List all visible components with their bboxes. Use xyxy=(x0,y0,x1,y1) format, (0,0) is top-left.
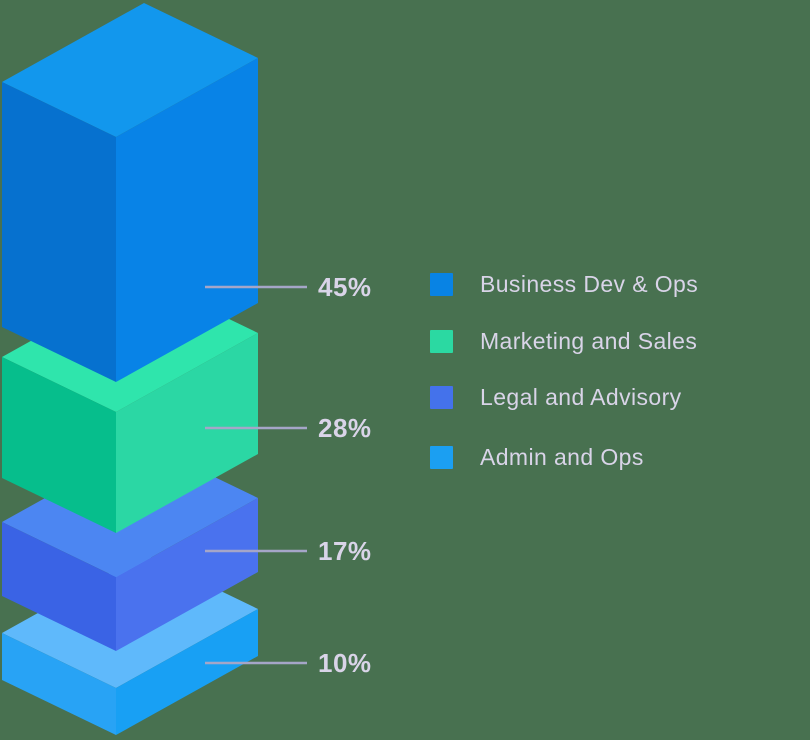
percent-label-business-dev: 45% xyxy=(318,272,372,302)
legend-swatch-marketing xyxy=(430,330,453,353)
legend-label-marketing: Marketing and Sales xyxy=(480,328,698,354)
percent-label-marketing: 28% xyxy=(318,413,372,443)
legend-label-business-dev: Business Dev & Ops xyxy=(480,271,699,297)
legend-item-marketing: Marketing and Sales xyxy=(430,328,698,354)
admin-left-face xyxy=(2,633,116,735)
business-top-face xyxy=(2,3,258,137)
legend-item-legal: Legal and Advisory xyxy=(430,384,682,410)
legend-label-legal: Legal and Advisory xyxy=(480,384,682,410)
business-left-face xyxy=(2,82,116,382)
leader-lines xyxy=(205,285,307,665)
percent-label-legal: 17% xyxy=(318,536,372,566)
legal-left-face xyxy=(2,522,116,651)
segment-business-dev-cube xyxy=(2,3,258,382)
marketing-left-face xyxy=(2,357,116,533)
marketing-right-face xyxy=(116,333,258,533)
admin-right-face xyxy=(116,609,258,735)
percent-label-admin: 10% xyxy=(318,648,372,678)
legend-item-admin: Admin and Ops xyxy=(430,444,644,470)
legend-swatch-admin xyxy=(430,446,453,469)
legend-swatch-legal xyxy=(430,386,453,409)
legend-swatch-business-dev xyxy=(430,273,453,296)
business-right-face xyxy=(116,58,258,382)
legend-item-business-dev: Business Dev & Ops xyxy=(430,271,699,297)
legal-right-face xyxy=(116,498,258,651)
legend-label-admin: Admin and Ops xyxy=(480,444,644,470)
